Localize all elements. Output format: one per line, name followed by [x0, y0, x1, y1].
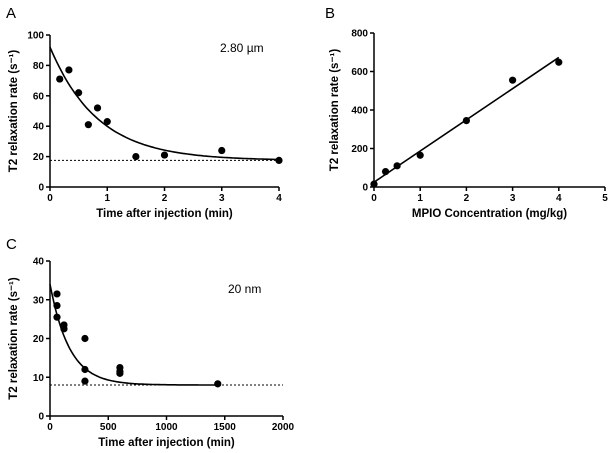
x-tick-label: 0 [47, 422, 53, 433]
data-point [116, 369, 124, 377]
x-tick-label: 2 [162, 193, 168, 204]
y-tick-label: 100 [27, 31, 44, 42]
y-tick-label: 40 [33, 122, 45, 133]
y-tick-label: 60 [33, 91, 45, 102]
x-axis-label: Time after injection (min) [98, 437, 235, 449]
y-tick-label: 80 [33, 61, 45, 72]
y-axis-label: T2 relaxation rate (s⁻¹) [329, 49, 341, 172]
size-annotation: 20 nm [228, 282, 261, 296]
panel-C: C 0 500 1000 1500 2000 0 10 20 30 40 Time after inj… [6, 236, 295, 449]
y-tick-label: 20 [33, 334, 45, 345]
x-tick-label: 0 [47, 193, 53, 204]
panel-label: A [6, 5, 16, 22]
data-point [75, 89, 83, 97]
data-point [370, 180, 378, 188]
x-axis-label: MPIO Concentration (mg/kg) [412, 208, 567, 220]
data-point [56, 75, 64, 83]
y-tick-label: 0 [38, 412, 44, 423]
x-tick-label: 2 [464, 193, 470, 204]
data-point [53, 301, 61, 310]
y-axis-label: T2 relaxation rate (s⁻¹) [8, 277, 20, 400]
x-tick-label: 5 [602, 193, 608, 204]
data-point [81, 334, 89, 343]
data-point [462, 116, 470, 125]
fit-curve [49, 284, 218, 386]
data-point [393, 162, 401, 170]
x-tick-label: 2000 [272, 422, 295, 433]
x-tick-label: 1 [417, 193, 423, 204]
data-point [81, 365, 89, 374]
data-point [160, 151, 169, 159]
data-point [132, 153, 140, 161]
x-tick-label: 3 [510, 193, 516, 204]
panel-B: B 0 1 2 3 4 5 0 200 400 600 800 MPIO Concentration (… [325, 5, 608, 220]
data-point [93, 104, 102, 112]
data-point [65, 66, 73, 74]
y-tick-label: 0 [38, 183, 44, 194]
data-point [81, 377, 89, 385]
y-tick-label: 200 [351, 144, 368, 155]
data-point [84, 121, 92, 129]
x-tick-label: 3 [219, 193, 225, 204]
x-tick-label: 1 [104, 193, 110, 204]
y-tick-label: 600 [351, 67, 368, 78]
x-axis-label: Time after injection (min) [96, 208, 233, 220]
panel-label: C [6, 236, 17, 253]
data-point [381, 168, 390, 176]
data-point [103, 118, 111, 126]
y-tick-label: 10 [33, 373, 45, 384]
size-annotation: 2.80 µm [220, 41, 264, 55]
y-tick-label: 20 [33, 152, 45, 163]
y-tick-label: 800 [351, 29, 368, 40]
data-point [60, 325, 68, 333]
y-tick-label: 30 [33, 295, 45, 306]
data-point [53, 313, 61, 321]
y-tick-label: 40 [33, 257, 45, 268]
data-point [555, 58, 563, 66]
panel-label: B [325, 5, 335, 22]
x-tick-label: 1500 [214, 422, 237, 433]
y-tick-label: 0 [362, 183, 368, 194]
x-tick-label: 4 [556, 193, 562, 204]
data-point [508, 76, 517, 84]
data-point [214, 380, 222, 388]
data-point [416, 151, 424, 159]
data-point [218, 146, 226, 155]
x-tick-label: 0 [371, 193, 377, 204]
x-tick-label: 4 [276, 193, 282, 204]
data-point [275, 156, 283, 164]
fit-curve [49, 46, 280, 161]
x-tick-label: 500 [100, 422, 117, 433]
y-tick-label: 400 [351, 106, 368, 117]
y-axis-label: T2 relaxation rate (s⁻¹) [8, 50, 20, 173]
x-tick-label: 1000 [155, 422, 178, 433]
data-point [53, 290, 61, 298]
